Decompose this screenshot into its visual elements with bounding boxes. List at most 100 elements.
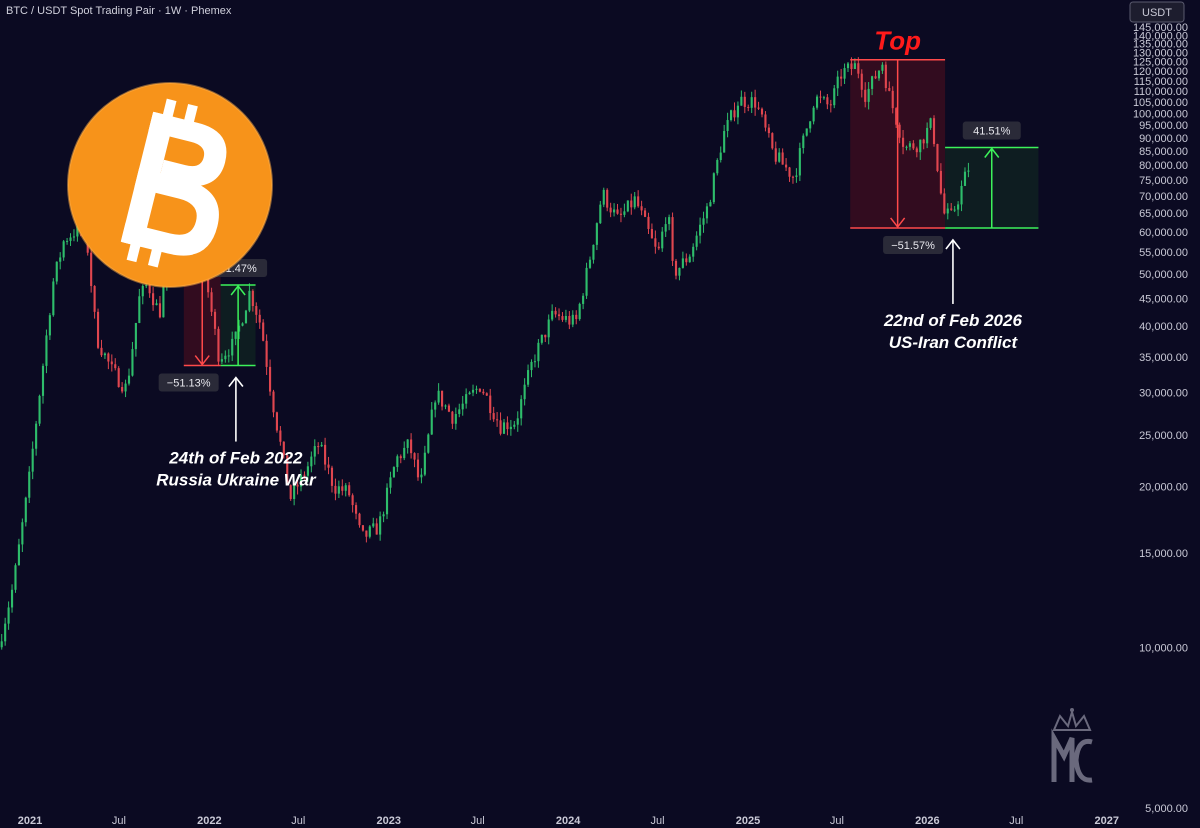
candle: [392, 466, 395, 478]
candle: [537, 339, 540, 368]
event-arrowhead: [228, 376, 244, 388]
candle: [729, 109, 733, 122]
candle: [114, 358, 117, 371]
y-tick-label: 35,000.00: [1139, 352, 1188, 364]
drawdown-percent-label: −51.57%: [891, 240, 935, 252]
drawdown-percent-badge: −51.13%: [158, 373, 219, 392]
candle: [557, 308, 561, 321]
candle: [774, 141, 777, 165]
candle: [375, 518, 378, 535]
x-tick-label: 2026: [915, 815, 939, 827]
candle: [265, 334, 268, 375]
candle: [613, 203, 616, 217]
candle: [454, 407, 457, 430]
candle: [650, 223, 653, 239]
candle: [210, 287, 213, 316]
event-name-label: Russia Ukraine War: [156, 471, 317, 490]
candle: [251, 289, 254, 312]
candle: [602, 187, 605, 208]
candle: [785, 158, 788, 172]
y-tick-label: 25,000.00: [1139, 430, 1188, 442]
y-tick-label: 20,000.00: [1139, 482, 1188, 494]
candle: [430, 401, 433, 435]
y-tick-label: 85,000.00: [1139, 146, 1188, 158]
candle: [513, 420, 516, 430]
x-tick-label: Jul: [471, 815, 485, 827]
candle: [564, 309, 567, 323]
candle: [10, 584, 14, 613]
candle: [17, 538, 20, 566]
candle: [348, 482, 351, 497]
candle: [781, 148, 784, 165]
candle: [372, 517, 375, 528]
candle: [502, 418, 506, 435]
candle: [798, 142, 801, 182]
candle: [471, 384, 475, 397]
candle: [888, 81, 891, 92]
candle: [664, 217, 667, 237]
candle: [702, 211, 705, 233]
candle: [121, 382, 124, 394]
candle: [905, 145, 908, 151]
y-tick-label: 130,000.00: [1133, 47, 1188, 59]
currency-badge[interactable]: USDT: [1129, 1, 1185, 23]
y-tick-label: 70,000.00: [1139, 191, 1188, 203]
candle: [310, 451, 313, 473]
x-tick-label: Jul: [112, 815, 126, 827]
candle: [475, 385, 478, 394]
candle: [155, 299, 158, 306]
candle: [124, 379, 127, 398]
chart-title: BTC / USDT Spot Trading Pair · 1W · Phem…: [6, 5, 232, 17]
y-tick-label: 140,000.00: [1133, 30, 1188, 42]
candle: [213, 308, 217, 336]
candle: [299, 469, 303, 492]
candle: [939, 163, 942, 195]
candle: [846, 61, 850, 73]
candle: [688, 254, 691, 263]
drawdown-arrowhead: [890, 217, 906, 229]
candle: [90, 249, 93, 293]
candle: [485, 392, 488, 397]
candle: [547, 314, 550, 345]
candle: [275, 411, 279, 433]
candle: [681, 251, 684, 269]
recovery-arrowhead: [230, 284, 246, 296]
candle: [509, 419, 512, 436]
candle: [740, 90, 743, 106]
x-tick-label: Jul: [830, 815, 844, 827]
candle: [657, 242, 660, 251]
candle: [103, 352, 106, 359]
candle: [871, 75, 874, 96]
candle: [134, 322, 137, 357]
candle: [822, 95, 825, 100]
candle: [344, 483, 347, 497]
candle: [248, 283, 251, 313]
candle: [337, 480, 340, 499]
candle: [643, 207, 647, 218]
candle: [826, 93, 829, 110]
candle: [957, 201, 960, 217]
candle: [695, 231, 698, 251]
candle: [623, 203, 626, 218]
candle: [268, 359, 272, 396]
y-tick-label: 100,000.00: [1133, 108, 1188, 120]
candle: [963, 167, 967, 186]
candle: [530, 359, 533, 378]
candle: [764, 111, 767, 132]
candle: [447, 403, 451, 413]
candle: [922, 138, 925, 150]
candle: [478, 388, 481, 393]
candle: [306, 461, 309, 482]
candle: [93, 285, 96, 319]
y-tick-label: 30,000.00: [1139, 388, 1188, 400]
candle: [840, 68, 843, 87]
candle: [272, 389, 275, 418]
candle: [441, 390, 444, 411]
bitcoin-logo-icon: [67, 82, 273, 288]
candle: [516, 411, 519, 432]
candle: [69, 233, 72, 246]
x-tick-label: 2024: [556, 815, 581, 827]
candle: [692, 243, 695, 262]
